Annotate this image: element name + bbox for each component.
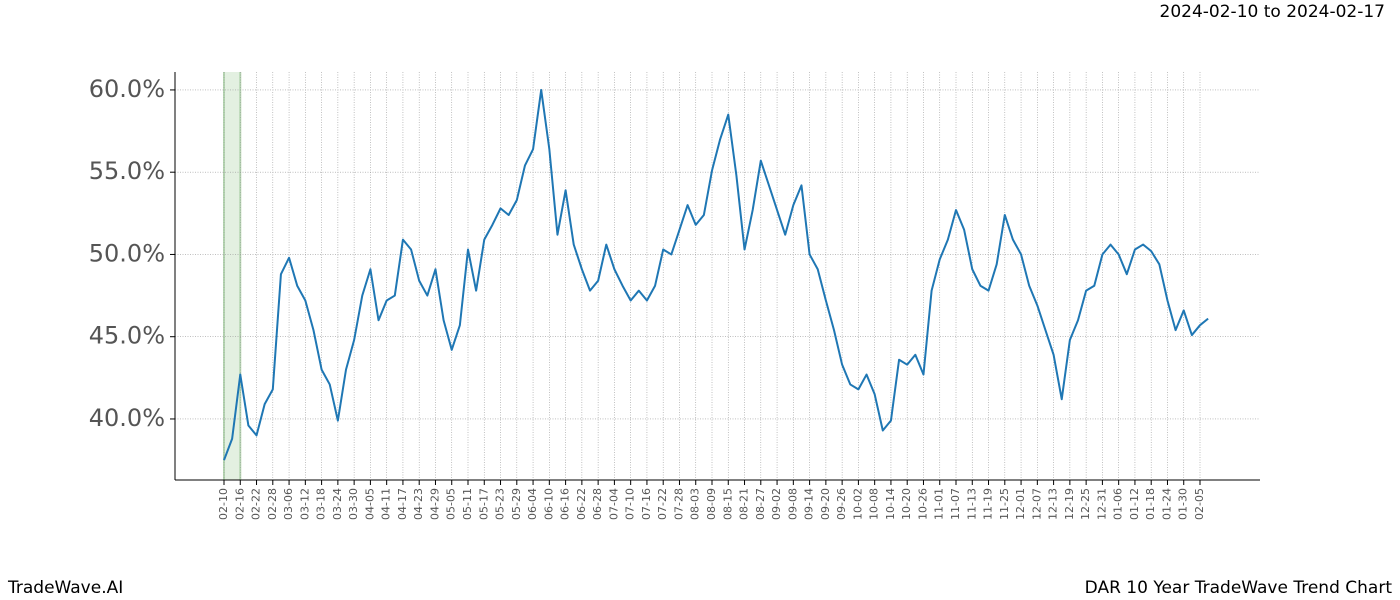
- x-tick-label: 11-25: [998, 488, 1011, 520]
- x-tick-label: 10-26: [916, 488, 929, 520]
- x-tick-label: 03-12: [298, 488, 311, 520]
- chart-title: DAR 10 Year TradeWave Trend Chart: [1085, 578, 1393, 598]
- x-tick-label: 07-28: [672, 488, 685, 520]
- x-tick-label: 06-04: [526, 488, 539, 520]
- x-tick-label: 03-30: [347, 488, 360, 520]
- x-tick-label: 03-18: [315, 488, 328, 520]
- trend-line: [223, 88, 1209, 461]
- brand: TradeWave.AI: [7, 578, 123, 598]
- x-tick-label: 01-12: [1128, 488, 1141, 520]
- x-tick-label: 08-21: [738, 488, 751, 520]
- x-tick-label: 04-29: [428, 488, 441, 520]
- x-tick-label: 06-16: [559, 488, 572, 520]
- x-tick-label: 03-24: [331, 488, 344, 520]
- x-tick-label: 01-30: [1177, 488, 1190, 520]
- y-tick-label: 55.0%: [89, 157, 165, 185]
- x-tick-label: 02-22: [250, 488, 263, 520]
- x-tick-label: 05-11: [461, 488, 474, 520]
- x-tick-label: 02-28: [266, 488, 279, 520]
- x-tick-label: 12-01: [1014, 488, 1027, 520]
- x-tick-label: 04-11: [380, 488, 393, 520]
- x-tick-label: 08-15: [721, 488, 734, 520]
- x-tick-label: 05-17: [477, 488, 490, 520]
- x-tick-label: 12-31: [1095, 488, 1108, 520]
- x-tick-label: 07-16: [640, 488, 653, 520]
- x-tick-label: 01-06: [1112, 488, 1125, 520]
- x-tick-label: 12-19: [1063, 488, 1076, 520]
- x-tick-label: 04-05: [363, 488, 376, 520]
- x-tick-label: 07-04: [607, 488, 620, 520]
- x-tick-label: 01-18: [1144, 488, 1157, 520]
- x-tick-label: 05-29: [510, 488, 523, 520]
- x-tick-label: 04-17: [396, 488, 409, 520]
- x-tick-label: 03-06: [282, 488, 295, 520]
- x-tick-label: 05-23: [494, 488, 507, 520]
- x-tick-label: 06-28: [591, 488, 604, 520]
- x-tick-label: 09-20: [819, 488, 832, 520]
- x-tick-label: 08-09: [705, 488, 718, 520]
- highlight-span: [224, 72, 241, 480]
- x-tick-label: 11-01: [933, 488, 946, 520]
- x-tick-label: 07-10: [624, 488, 637, 520]
- x-tick-label: 11-07: [949, 488, 962, 520]
- x-tick-label: 08-27: [754, 488, 767, 520]
- y-tick-label: 40.0%: [89, 404, 165, 432]
- x-tick-label: 06-10: [542, 488, 555, 520]
- x-tick-label: 12-25: [1079, 488, 1092, 520]
- x-tick-label: 08-03: [689, 488, 702, 520]
- x-tick-label: 10-20: [900, 488, 913, 520]
- x-tick-label: 11-13: [965, 488, 978, 520]
- x-tick-label: 02-05: [1193, 488, 1206, 520]
- x-tick-label: 05-05: [445, 488, 458, 520]
- x-tick-label: 12-07: [1030, 488, 1043, 520]
- y-tick-label: 60.0%: [89, 75, 165, 103]
- x-tick-label: 04-23: [412, 488, 425, 520]
- x-tick-label: 07-22: [656, 488, 669, 520]
- x-tick-label: 10-14: [884, 488, 897, 520]
- y-tick-label: 50.0%: [89, 239, 165, 267]
- x-tick-label: 09-14: [803, 488, 816, 520]
- x-tick-label: 02-16: [233, 488, 246, 520]
- x-tick-label: 09-08: [786, 488, 799, 520]
- x-tick-label: 10-02: [851, 488, 864, 520]
- x-tick-label: 09-26: [835, 488, 848, 520]
- y-tick-label: 45.0%: [89, 322, 165, 350]
- x-tick-label: 11-19: [982, 488, 995, 520]
- x-tick-label: 06-22: [575, 488, 588, 520]
- chart-subtitle: 2024-02-10 to 2024-02-17: [1160, 2, 1385, 22]
- x-tick-label: 02-10: [217, 488, 230, 520]
- x-tick-label: 01-24: [1160, 488, 1173, 520]
- x-tick-label: 09-02: [770, 488, 783, 520]
- x-tick-label: 12-13: [1047, 488, 1060, 520]
- x-tick-label: 10-08: [868, 488, 881, 520]
